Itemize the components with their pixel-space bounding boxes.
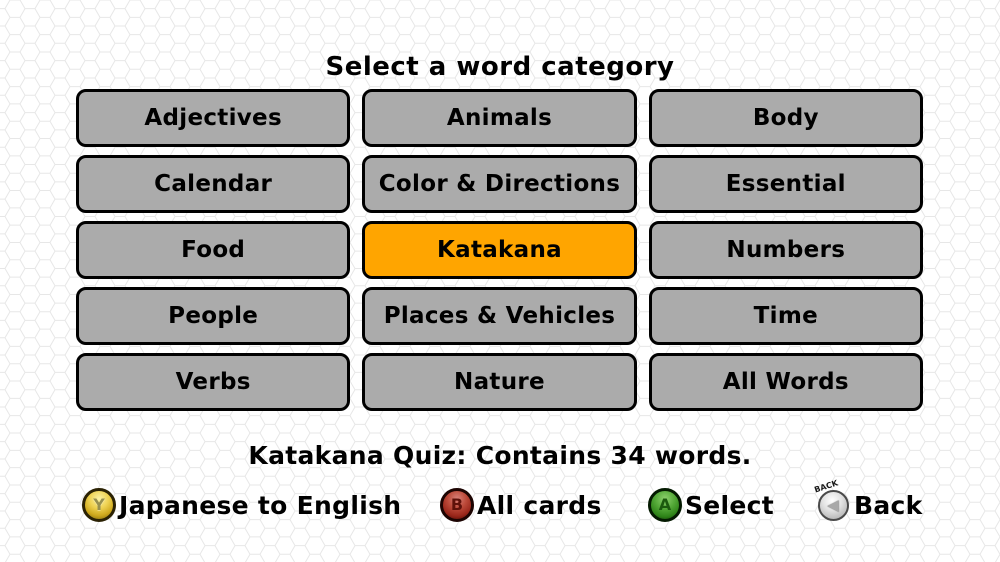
category-button-katakana[interactable]: Katakana — [362, 221, 637, 279]
category-button-places-vehicles[interactable]: Places & Vehicles — [362, 287, 637, 345]
category-button-food[interactable]: Food — [76, 221, 351, 279]
category-button-adjectives[interactable]: Adjectives — [76, 89, 351, 147]
page-title: Select a word category — [325, 52, 675, 82]
hint-back[interactable]: BACK ◀ Back — [813, 478, 923, 524]
category-button-numbers[interactable]: Numbers — [648, 221, 923, 279]
category-button-time[interactable]: Time — [648, 287, 923, 345]
hint-back-label: Back — [854, 490, 923, 520]
category-button-essential[interactable]: Essential — [648, 155, 923, 213]
hint-select-label: Select — [685, 490, 775, 520]
category-button-calendar[interactable]: Calendar — [76, 155, 351, 213]
gamepad-a-letter: A — [658, 495, 672, 514]
category-button-nature[interactable]: Nature — [362, 353, 637, 411]
back-triangle-icon: ◀ — [827, 495, 839, 514]
gamepad-y-icon: Y — [82, 488, 116, 522]
hint-japanese-to-english[interactable]: Y Japanese to English — [82, 486, 401, 524]
status-text: Katakana Quiz: Contains 34 words. — [248, 441, 752, 470]
gamepad-back-icon: BACK ◀ — [813, 478, 849, 521]
category-button-verbs[interactable]: Verbs — [76, 353, 351, 411]
category-button-animals[interactable]: Animals — [362, 89, 637, 147]
hint-all-cards-label: All cards — [477, 490, 602, 520]
gamepad-a-icon: A — [648, 488, 682, 522]
hint-all-cards[interactable]: B All cards — [440, 486, 602, 524]
category-button-people[interactable]: People — [76, 287, 351, 345]
hint-japanese-to-english-label: Japanese to English — [119, 490, 402, 520]
category-button-body[interactable]: Body — [648, 89, 923, 147]
gamepad-b-letter: B — [450, 495, 464, 514]
gamepad-b-icon: B — [440, 488, 474, 522]
category-grid: Adjectives Animals Body Calendar Color &… — [76, 89, 923, 411]
gamepad-y-letter: Y — [93, 495, 105, 514]
category-button-color-directions[interactable]: Color & Directions — [362, 155, 637, 213]
hint-select[interactable]: A Select — [648, 486, 774, 524]
category-button-all-words[interactable]: All Words — [648, 353, 923, 411]
